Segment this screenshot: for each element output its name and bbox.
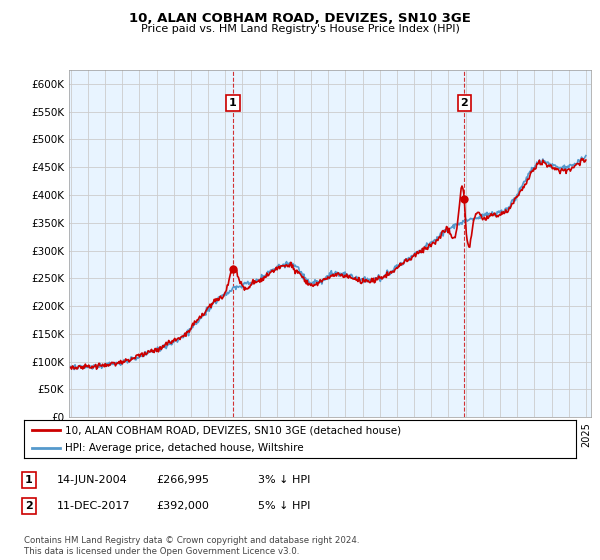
Text: Price paid vs. HM Land Registry's House Price Index (HPI): Price paid vs. HM Land Registry's House … (140, 24, 460, 34)
Text: 2: 2 (460, 98, 468, 108)
Text: 14-JUN-2004: 14-JUN-2004 (57, 475, 128, 485)
Text: 10, ALAN COBHAM ROAD, DEVIZES, SN10 3GE: 10, ALAN COBHAM ROAD, DEVIZES, SN10 3GE (129, 12, 471, 25)
Text: 11-DEC-2017: 11-DEC-2017 (57, 501, 131, 511)
Text: Contains HM Land Registry data © Crown copyright and database right 2024.
This d: Contains HM Land Registry data © Crown c… (24, 536, 359, 556)
Text: 1: 1 (229, 98, 237, 108)
Text: £392,000: £392,000 (156, 501, 209, 511)
Text: 1: 1 (25, 475, 32, 485)
Text: 5% ↓ HPI: 5% ↓ HPI (258, 501, 310, 511)
Text: 3% ↓ HPI: 3% ↓ HPI (258, 475, 310, 485)
Text: 10, ALAN COBHAM ROAD, DEVIZES, SN10 3GE (detached house): 10, ALAN COBHAM ROAD, DEVIZES, SN10 3GE … (65, 425, 401, 435)
Text: HPI: Average price, detached house, Wiltshire: HPI: Average price, detached house, Wilt… (65, 443, 304, 453)
Text: 2: 2 (25, 501, 32, 511)
Text: £266,995: £266,995 (156, 475, 209, 485)
